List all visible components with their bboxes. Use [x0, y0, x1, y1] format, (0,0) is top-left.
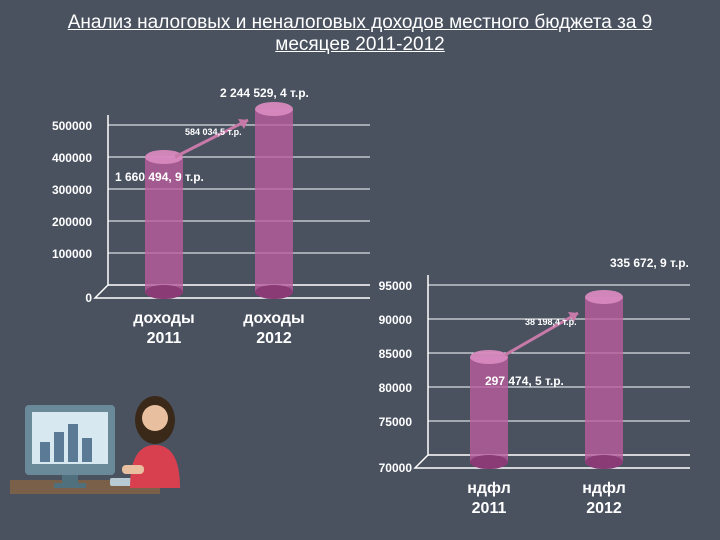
chart1-xlabel-1-line1: доходы [243, 310, 304, 327]
chart2-grid [428, 285, 690, 455]
chart2-ytick-1: 75000 [379, 415, 413, 429]
chart1-ytick-2: 200000 [52, 215, 92, 229]
chart2-xlabel-1-line2: 2012 [586, 500, 622, 517]
chart2-ytick-5: 95000 [379, 279, 413, 293]
chart2-ytick-0: 70000 [379, 461, 413, 475]
chart1-ytick-1: 100000 [52, 247, 92, 261]
chart2-bar-2011 [470, 350, 508, 469]
chart2-xlabel-1-line1: ндфл [582, 480, 626, 497]
chart-ndfl: 70000 75000 80000 85000 90000 95000 335 … [370, 245, 710, 535]
chart1-xlabel-0-line1: доходы [133, 310, 194, 327]
chart1-ytick-0: 0 [85, 291, 92, 305]
chart2-anno-diff: 38 198,4 т.р. [525, 317, 577, 327]
chart2-xlabel-0-line2: 2011 [472, 500, 507, 517]
chart1-xlabel-0-line2: 2011 [147, 330, 182, 347]
chart2-axis [415, 275, 690, 468]
chart1-ytick-5: 500000 [52, 119, 92, 133]
chart2-bar-2012 [585, 290, 623, 469]
chart2-anno-bottom: 297 474, 5 т.р. [485, 374, 564, 388]
chart-incomes: 0 100000 200000 300000 400000 500000 2 2… [50, 85, 380, 365]
chart1-anno-top: 2 244 529, 4 т.р. [220, 86, 309, 100]
chart2-ytick-3: 85000 [379, 347, 413, 361]
clipart-woman-computer [10, 360, 200, 520]
chart2-anno-top: 335 672, 9 т.р. [610, 256, 689, 270]
chart2-ytick-4: 90000 [379, 313, 413, 327]
page-title: Анализ налоговых и неналоговых доходов м… [0, 0, 720, 60]
chart1-axis [95, 115, 370, 298]
chart2-xlabel-0-line1: ндфл [467, 480, 511, 497]
chart2-ytick-2: 80000 [379, 381, 413, 395]
chart1-xlabel-1-line2: 2012 [256, 330, 292, 347]
chart1-bar-2012 [255, 102, 293, 299]
chart1-ytick-3: 300000 [52, 183, 92, 197]
chart1-ytick-4: 400000 [52, 151, 92, 165]
chart1-anno-bottom: 1 660 494, 9 т.р. [115, 170, 204, 184]
chart1-anno-diff: 584 034,5 т.р. [185, 127, 242, 137]
